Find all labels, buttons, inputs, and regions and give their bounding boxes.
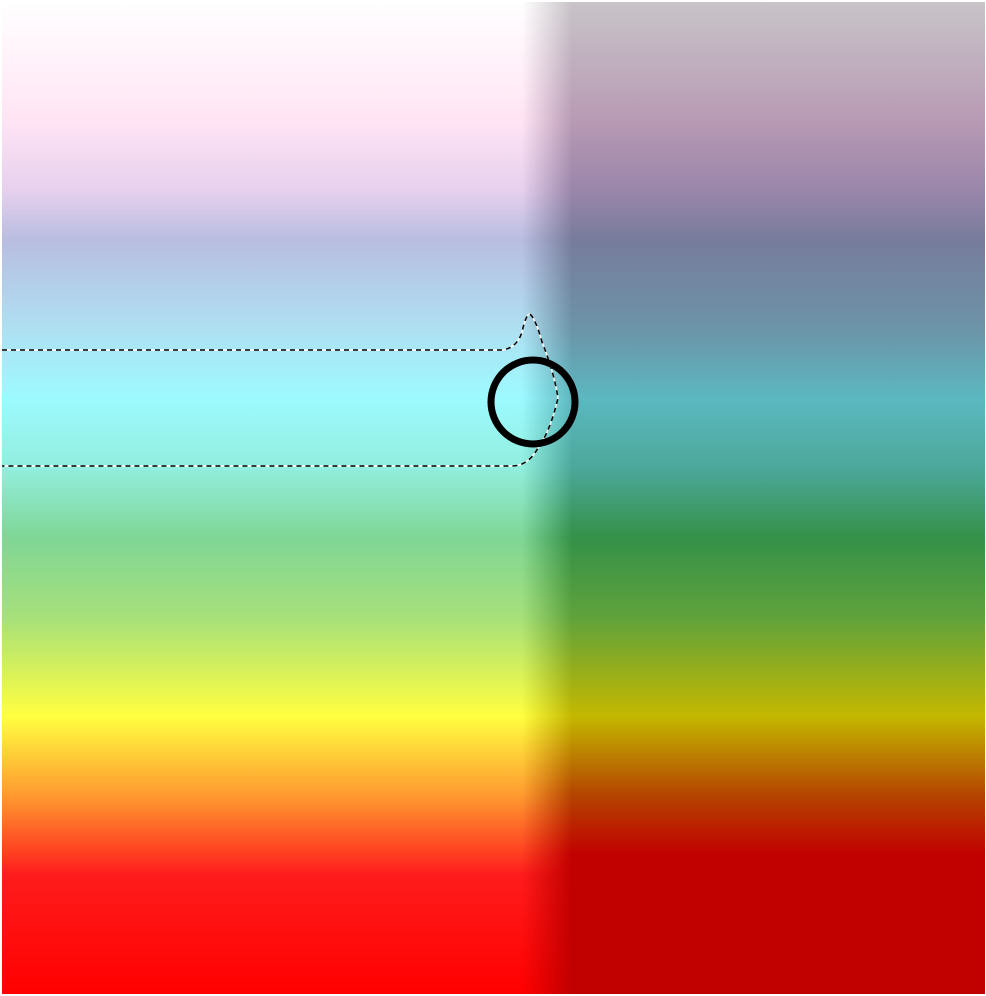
selection-outline [2,313,559,467]
dark-gradient-region [571,2,985,994]
brush-cursor-circle [487,356,579,448]
dark-gradient-region-fade [522,2,572,994]
